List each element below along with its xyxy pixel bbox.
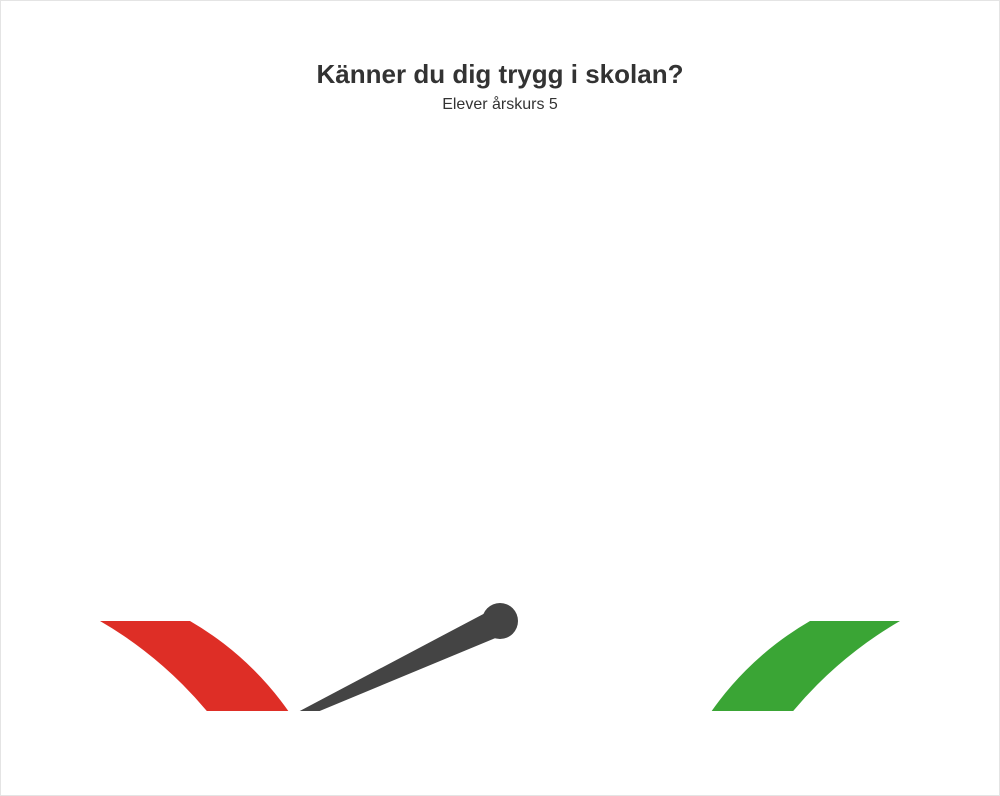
titles: Känner du dig trygg i skolan? Elever års… xyxy=(1,1,999,114)
gauge-segment xyxy=(655,621,900,711)
chart-frame: Känner du dig trygg i skolan? Elever års… xyxy=(0,0,1000,796)
chart-title: Känner du dig trygg i skolan? xyxy=(1,59,999,90)
chart-subtitle: Elever årskurs 5 xyxy=(1,96,999,114)
gauge-container: UndermedelMedelÖvermedel xyxy=(1,151,999,711)
gauge-segment xyxy=(100,621,345,711)
gauge-chart: UndermedelMedelÖvermedel xyxy=(20,151,980,711)
gauge-hub xyxy=(482,603,518,639)
